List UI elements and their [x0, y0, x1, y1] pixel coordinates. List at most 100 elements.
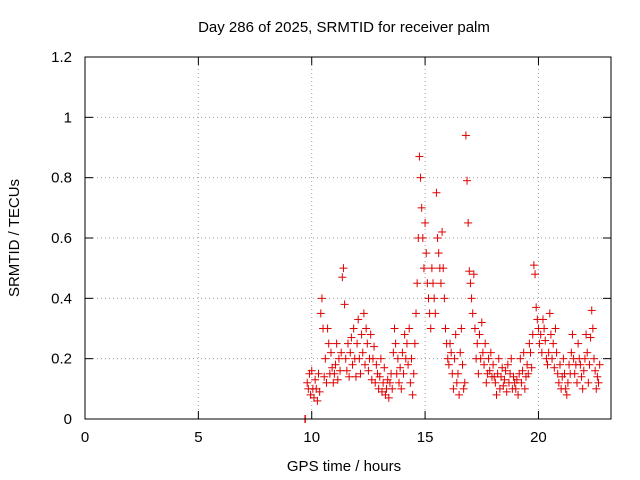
data-point [391, 339, 400, 348]
data-point [351, 372, 360, 381]
data-point [512, 375, 521, 384]
data-point [526, 348, 535, 357]
x-tick-label: 10 [303, 429, 320, 446]
data-point [517, 378, 526, 387]
data-point [458, 360, 467, 369]
data-point [565, 360, 574, 369]
data-point [313, 396, 322, 405]
y-tick-label: 0.6 [51, 230, 72, 247]
data-point [329, 378, 338, 387]
data-point [441, 324, 450, 333]
data-point [469, 270, 478, 279]
data-point [582, 330, 591, 339]
data-point [485, 366, 494, 375]
data-point [576, 360, 585, 369]
data-point [570, 369, 579, 378]
data-point [574, 339, 583, 348]
data-point [577, 372, 586, 381]
data-point [459, 384, 468, 393]
data-point [399, 369, 408, 378]
data-point [589, 354, 598, 363]
data-point [356, 369, 365, 378]
chart-title: Day 286 of 2025, SRMTID for receiver pal… [198, 19, 490, 36]
data-point [436, 279, 445, 288]
data-point [416, 173, 425, 182]
data-point [463, 176, 472, 185]
data-point [340, 300, 349, 309]
data-point [338, 273, 347, 282]
data-point [572, 378, 581, 387]
data-point [402, 339, 411, 348]
data-point [317, 294, 326, 303]
data-point [342, 366, 351, 375]
data-point [551, 324, 560, 333]
y-tick-label: 0.2 [51, 351, 72, 368]
data-point [527, 363, 536, 372]
data-point [535, 339, 544, 348]
data-point [477, 318, 486, 327]
data-point [466, 279, 475, 288]
data-point [460, 378, 469, 387]
x-tick-label: 0 [81, 429, 89, 446]
data-point [353, 339, 362, 348]
axis-ticks: 0 0.2 0.4 0.6 0.8 1 1.2 0 5 10 15 20 [51, 49, 611, 446]
data-point [502, 387, 511, 396]
data-point [419, 264, 428, 273]
data-point [457, 324, 466, 333]
data-point [372, 360, 381, 369]
data-point [537, 348, 546, 357]
data-point [349, 324, 358, 333]
data-point [516, 354, 525, 363]
data-point [503, 360, 512, 369]
data-point [546, 330, 555, 339]
data-point [331, 360, 340, 369]
data-point [473, 339, 482, 348]
data-point [482, 378, 491, 387]
data-point [587, 306, 596, 315]
data-point [500, 375, 509, 384]
data-point [545, 309, 554, 318]
data-point [465, 267, 474, 276]
data-point [344, 339, 352, 348]
data-point [440, 294, 449, 303]
data-point [449, 384, 458, 393]
data-point [446, 339, 455, 348]
data-point [348, 360, 357, 369]
data-point [407, 354, 416, 363]
data-point [434, 249, 443, 258]
data-point [480, 360, 489, 369]
data-point [507, 354, 516, 363]
data-point [447, 348, 456, 357]
x-tick-label: 5 [194, 429, 202, 446]
data-point [461, 131, 470, 140]
data-point [511, 384, 520, 393]
data-point [541, 336, 550, 345]
data-point [514, 390, 523, 399]
data-point [322, 378, 331, 387]
data-point [453, 369, 462, 378]
data-point [553, 369, 562, 378]
data-point [370, 342, 379, 351]
data-point [593, 372, 602, 381]
data-point [439, 264, 448, 273]
data-point [586, 333, 595, 342]
data-point [525, 339, 534, 348]
data-point [481, 339, 490, 348]
data-point [520, 384, 529, 393]
data-point [430, 294, 439, 303]
x-tick-label: 20 [530, 429, 547, 446]
data-point [413, 279, 422, 288]
data-point [491, 378, 500, 387]
y-tick-label: 0.8 [51, 170, 72, 187]
data-point [591, 366, 600, 375]
data-point [550, 363, 559, 372]
data-point [519, 348, 528, 357]
data-point [468, 309, 477, 318]
data-point [536, 330, 545, 339]
data-point [339, 264, 348, 273]
data-point [397, 384, 406, 393]
data-point [444, 360, 453, 369]
data-point [427, 264, 436, 273]
data-point [595, 360, 604, 369]
